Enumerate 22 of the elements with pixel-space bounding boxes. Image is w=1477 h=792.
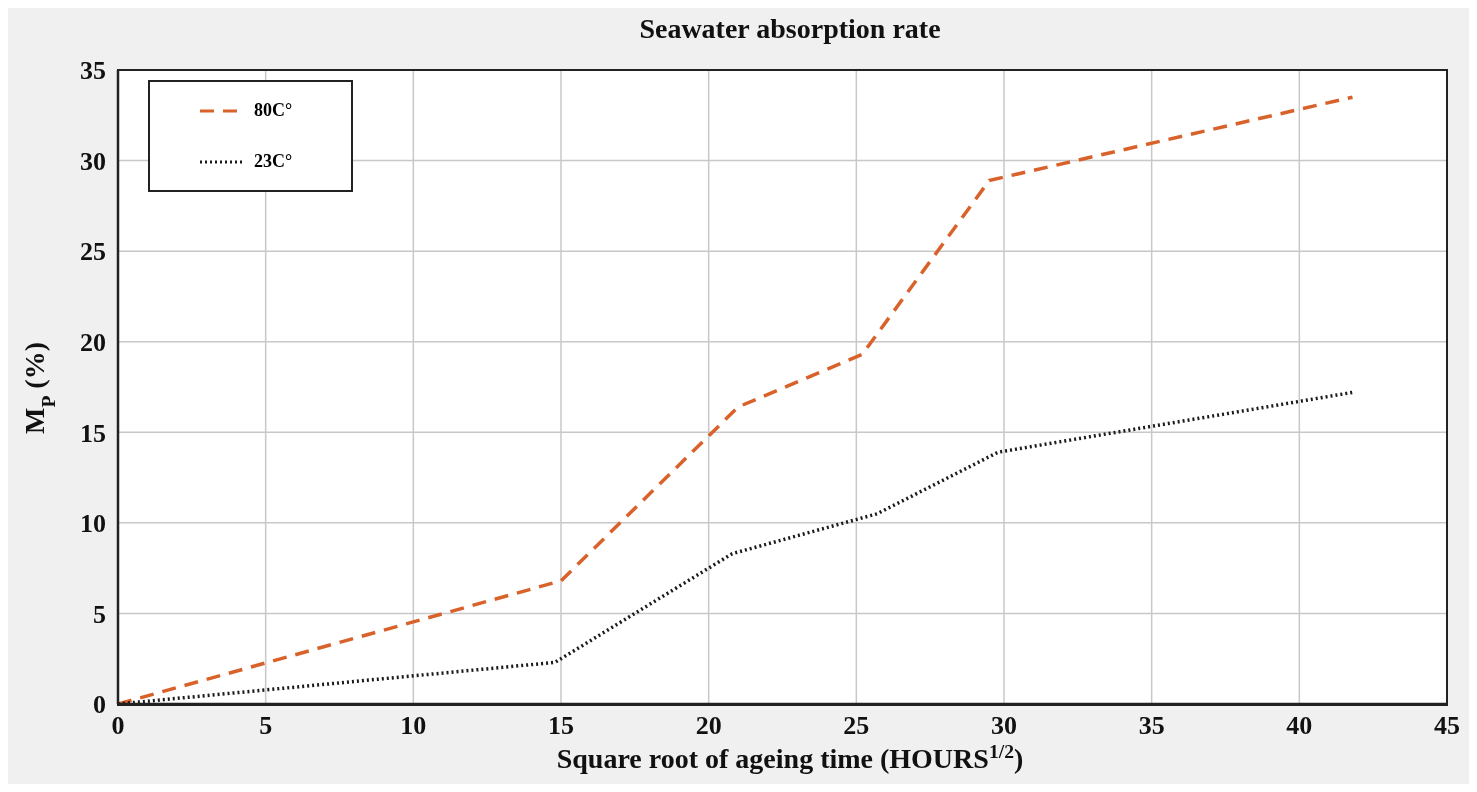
line-series <box>118 95 1355 704</box>
y-tick-label: 30 <box>80 146 106 176</box>
legend-label: 23C° <box>254 151 293 172</box>
y-tick-label: 5 <box>93 599 106 629</box>
x-tick-label: 45 <box>1434 711 1460 741</box>
x-tick-label: 5 <box>259 711 273 741</box>
x-tick-label: 20 <box>695 711 722 741</box>
x-tick-label: 15 <box>548 711 574 741</box>
chart-title: Seawater absorption rate <box>639 13 941 44</box>
x-tick-label: 40 <box>1286 711 1313 741</box>
y-tick-label: 35 <box>80 56 106 86</box>
legend-label: 80C° <box>254 100 293 121</box>
x-tick-label: 30 <box>991 711 1017 741</box>
y-tick-label: 15 <box>80 418 106 448</box>
y-tick-label: 0 <box>93 690 106 720</box>
y-tick-label: 20 <box>80 327 106 357</box>
x-tick-label: 25 <box>843 711 870 741</box>
y-tick-label: 25 <box>80 237 106 267</box>
x-tick-label: 35 <box>1138 711 1165 741</box>
y-tick-label: 10 <box>80 509 106 539</box>
x-axis-title: Square root of ageing time (HOURS$^{1/2}$) <box>556 740 1024 774</box>
x-tick-label: 10 <box>400 711 427 741</box>
